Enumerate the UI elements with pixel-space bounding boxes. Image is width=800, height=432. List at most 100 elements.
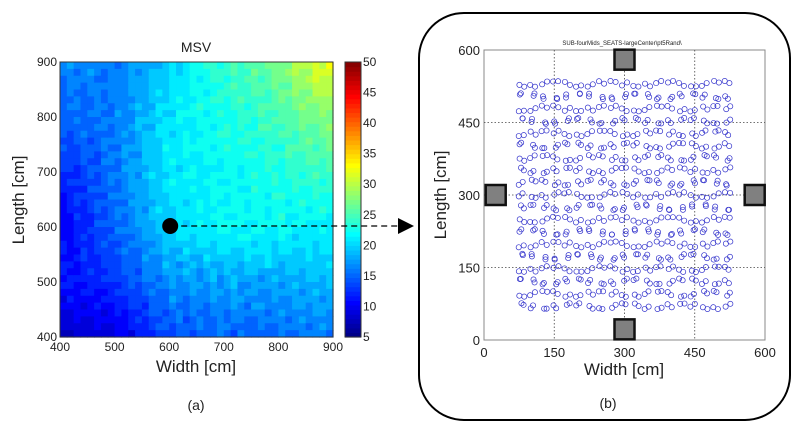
heatmap-cell bbox=[155, 130, 163, 139]
heatmap-cell bbox=[148, 247, 157, 256]
heatmap-cell bbox=[73, 282, 82, 290]
seat-point bbox=[530, 167, 537, 174]
heatmap-cell bbox=[305, 282, 314, 290]
seat-point bbox=[623, 243, 630, 249]
heatmap-cell bbox=[155, 323, 163, 331]
heatmap-cell bbox=[114, 82, 123, 91]
heatmap-cell bbox=[203, 103, 211, 111]
heatmap-cell bbox=[292, 275, 300, 283]
heatmap-cell bbox=[100, 295, 109, 304]
heatmap-cell bbox=[257, 110, 266, 118]
colorbar-tick-label: 45 bbox=[363, 86, 377, 100]
heatmap-cell bbox=[107, 89, 116, 97]
heatmap-cell bbox=[312, 172, 320, 180]
heatmap-cell bbox=[107, 62, 116, 70]
heatmap-cell bbox=[128, 123, 136, 132]
seat-point bbox=[541, 305, 548, 312]
heatmap-cell bbox=[203, 62, 211, 70]
heatmap-cell bbox=[264, 254, 273, 262]
heatmap-cell bbox=[264, 144, 273, 152]
colorbar-tick-label: 30 bbox=[363, 177, 377, 191]
heatmap-cell bbox=[230, 254, 239, 262]
heatmap-cell bbox=[128, 82, 136, 91]
seat-point bbox=[677, 227, 683, 234]
seat-point bbox=[653, 264, 660, 271]
seat-point bbox=[520, 301, 527, 308]
heatmap-cell bbox=[94, 185, 102, 194]
seat-points bbox=[515, 77, 734, 313]
heatmap-cell bbox=[278, 261, 286, 269]
heatmap-cell bbox=[94, 75, 102, 84]
seat-point bbox=[584, 241, 591, 248]
heatmap-cell bbox=[210, 199, 218, 207]
heatmap-cell bbox=[210, 103, 218, 111]
heatmap-cell bbox=[223, 227, 232, 235]
seat-point bbox=[587, 176, 594, 183]
heatmap-cell bbox=[203, 137, 211, 146]
heatmap-cell bbox=[292, 165, 300, 173]
heatmap-cell bbox=[326, 144, 334, 152]
left-xlabel: Width [cm] bbox=[156, 357, 236, 376]
seat-point bbox=[516, 292, 523, 299]
heatmap-cell bbox=[121, 110, 129, 118]
seat-point bbox=[600, 218, 607, 224]
arrow-head-icon bbox=[398, 218, 414, 234]
heatmap-cell bbox=[169, 82, 177, 91]
heatmap-cell bbox=[196, 123, 204, 132]
seat-point bbox=[681, 292, 688, 299]
heatmap-cell bbox=[94, 247, 102, 256]
seat-point bbox=[543, 127, 550, 134]
heatmap-cell bbox=[155, 158, 163, 166]
heatmap-cell bbox=[189, 185, 198, 194]
seat-point bbox=[710, 193, 717, 200]
heatmap-cell bbox=[80, 233, 88, 242]
heatmap-cell bbox=[298, 295, 307, 304]
heatmap-cell bbox=[87, 82, 95, 91]
seat-point bbox=[563, 91, 570, 98]
seat-point bbox=[551, 255, 558, 262]
heatmap-cell bbox=[182, 220, 191, 228]
seat-point bbox=[550, 102, 557, 109]
heatmap-cell bbox=[210, 233, 218, 242]
heatmap-cell bbox=[244, 75, 252, 84]
heatmap-cell bbox=[100, 254, 109, 262]
seat-point bbox=[714, 177, 721, 184]
heatmap-cell bbox=[60, 158, 68, 166]
left-title: MSV bbox=[181, 39, 212, 55]
heatmap-cell bbox=[114, 130, 123, 139]
heatmap-cell bbox=[203, 275, 211, 283]
colorbar-segment bbox=[345, 62, 361, 68]
seat-point bbox=[530, 201, 537, 208]
heatmap-cell bbox=[121, 227, 129, 235]
heatmap-cell bbox=[114, 247, 123, 256]
seat-point bbox=[676, 90, 683, 97]
heatmap-cell bbox=[216, 220, 225, 228]
seat-point bbox=[528, 118, 535, 125]
colorbar-segment bbox=[345, 291, 361, 297]
seat-point bbox=[578, 181, 585, 188]
heatmap-cell bbox=[244, 227, 252, 235]
heatmap-cell bbox=[305, 68, 314, 77]
heatmap-cell bbox=[223, 323, 232, 331]
heatmap-cell bbox=[128, 213, 136, 221]
heatmap-cell bbox=[114, 227, 123, 235]
seat-point bbox=[680, 82, 687, 89]
heatmap-cell bbox=[278, 213, 286, 221]
heatmap-cell bbox=[244, 110, 252, 118]
heatmap-cell bbox=[100, 172, 109, 180]
heatmap-cell bbox=[128, 199, 136, 207]
heatmap-cell bbox=[94, 103, 102, 111]
heatmap-cell bbox=[182, 185, 191, 194]
heatmap-cell bbox=[223, 275, 232, 283]
heatmap-cell bbox=[128, 275, 136, 283]
seat-point bbox=[658, 167, 665, 174]
heatmap-cell bbox=[257, 233, 266, 242]
seat-point bbox=[567, 216, 574, 223]
heatmap-cell bbox=[271, 227, 279, 235]
heatmap-cell bbox=[114, 185, 123, 194]
heatmap-cell bbox=[210, 213, 218, 221]
heatmap-cell bbox=[135, 206, 143, 214]
seat-point bbox=[653, 127, 660, 134]
seat-point bbox=[585, 288, 592, 295]
colorbar-segment bbox=[345, 259, 361, 265]
